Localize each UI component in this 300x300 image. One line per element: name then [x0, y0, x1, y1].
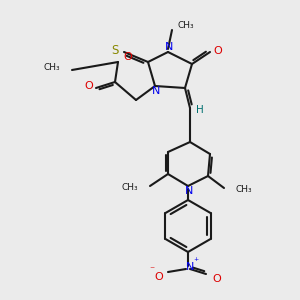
- Text: O: O: [123, 52, 132, 62]
- Text: CH₃: CH₃: [44, 64, 60, 73]
- Text: N: N: [165, 42, 173, 52]
- Text: O: O: [214, 46, 222, 56]
- Text: N: N: [186, 262, 194, 272]
- Text: N: N: [152, 86, 160, 96]
- Text: O: O: [154, 272, 164, 282]
- Text: CH₃: CH₃: [122, 184, 138, 193]
- Text: ⁻: ⁻: [149, 265, 154, 275]
- Text: N: N: [185, 186, 193, 196]
- Text: S: S: [111, 44, 119, 58]
- Text: O: O: [85, 81, 93, 91]
- Text: H: H: [196, 105, 204, 115]
- Text: CH₃: CH₃: [177, 20, 194, 29]
- Text: ⁺: ⁺: [194, 257, 199, 267]
- Text: CH₃: CH₃: [236, 185, 253, 194]
- Text: O: O: [213, 274, 221, 284]
